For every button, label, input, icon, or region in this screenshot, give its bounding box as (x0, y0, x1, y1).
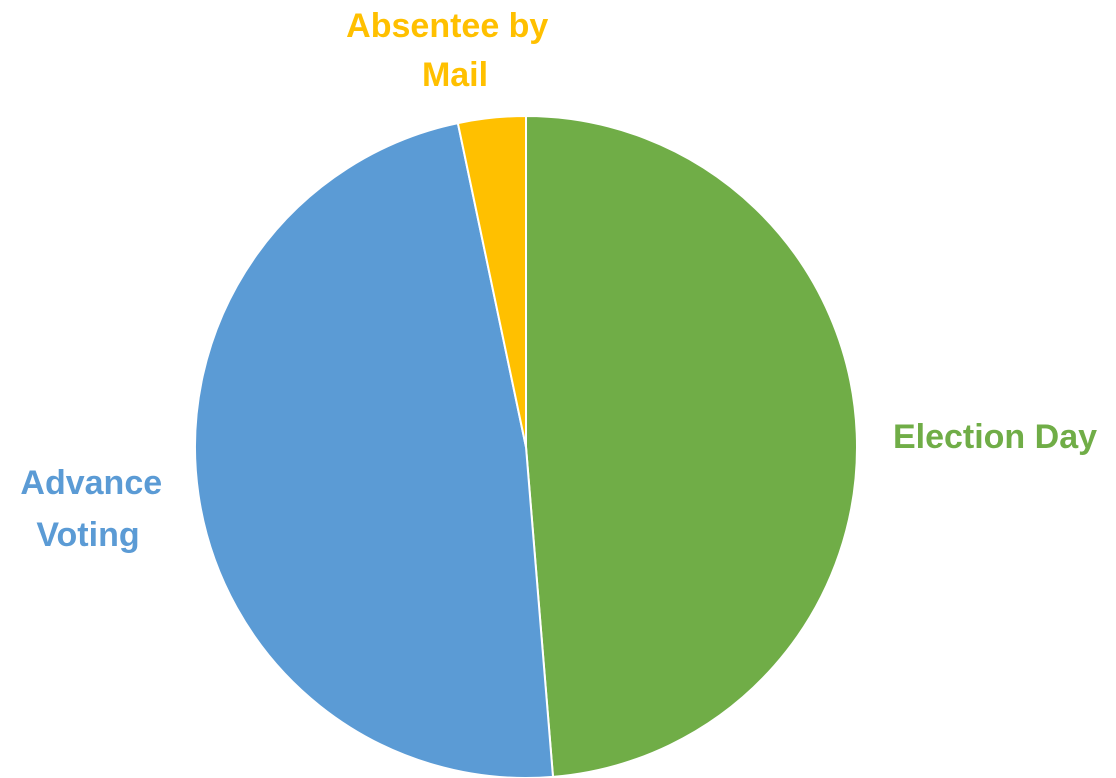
pie-labels: Absentee by Mail Election Day Advance Vo… (20, 7, 1097, 554)
label-absentee-by-mail: Absentee by Mail (346, 7, 558, 94)
slice-election-day (525, 114, 858, 778)
pie-slices (194, 114, 858, 778)
label-advance-voting: Advance Voting (20, 464, 171, 554)
label-election-day: Election Day (893, 418, 1097, 456)
slice-advance-voting (194, 121, 555, 778)
slice-absentee-by-mail (456, 114, 527, 448)
